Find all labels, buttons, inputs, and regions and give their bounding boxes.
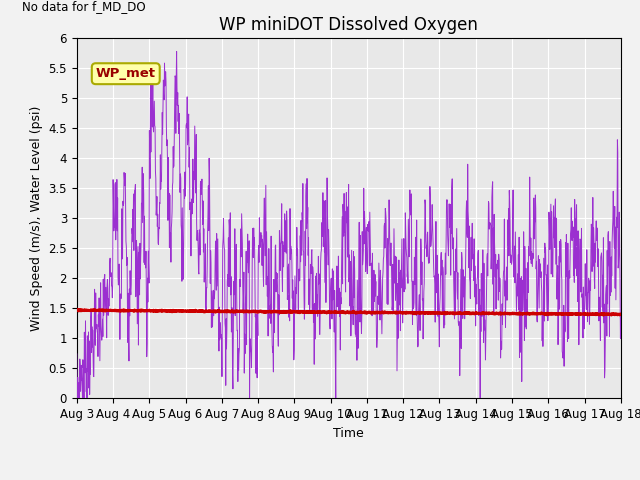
Text: No data for f_MD_DO: No data for f_MD_DO <box>22 0 146 13</box>
X-axis label: Time: Time <box>333 427 364 440</box>
Legend: WP_ws, f_WaterLevel: WP_ws, f_WaterLevel <box>225 477 473 480</box>
Title: WP miniDOT Dissolved Oxygen: WP miniDOT Dissolved Oxygen <box>220 16 478 34</box>
Text: WP_met: WP_met <box>96 67 156 80</box>
Y-axis label: Wind Speed (m/s), Water Level (psi): Wind Speed (m/s), Water Level (psi) <box>30 106 43 331</box>
